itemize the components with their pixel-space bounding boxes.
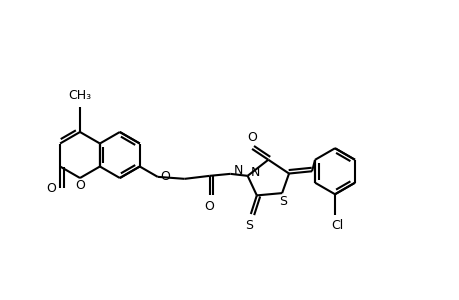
Text: S: S [279,195,286,208]
Text: O: O [246,131,257,144]
Text: Cl: Cl [330,219,342,232]
Text: N: N [233,164,242,177]
Text: N: N [250,166,259,179]
Text: O: O [46,182,56,195]
Text: CH₃: CH₃ [68,89,91,102]
Text: S: S [244,219,252,232]
Text: O: O [75,179,85,192]
Text: O: O [204,200,214,213]
Text: O: O [160,170,170,183]
